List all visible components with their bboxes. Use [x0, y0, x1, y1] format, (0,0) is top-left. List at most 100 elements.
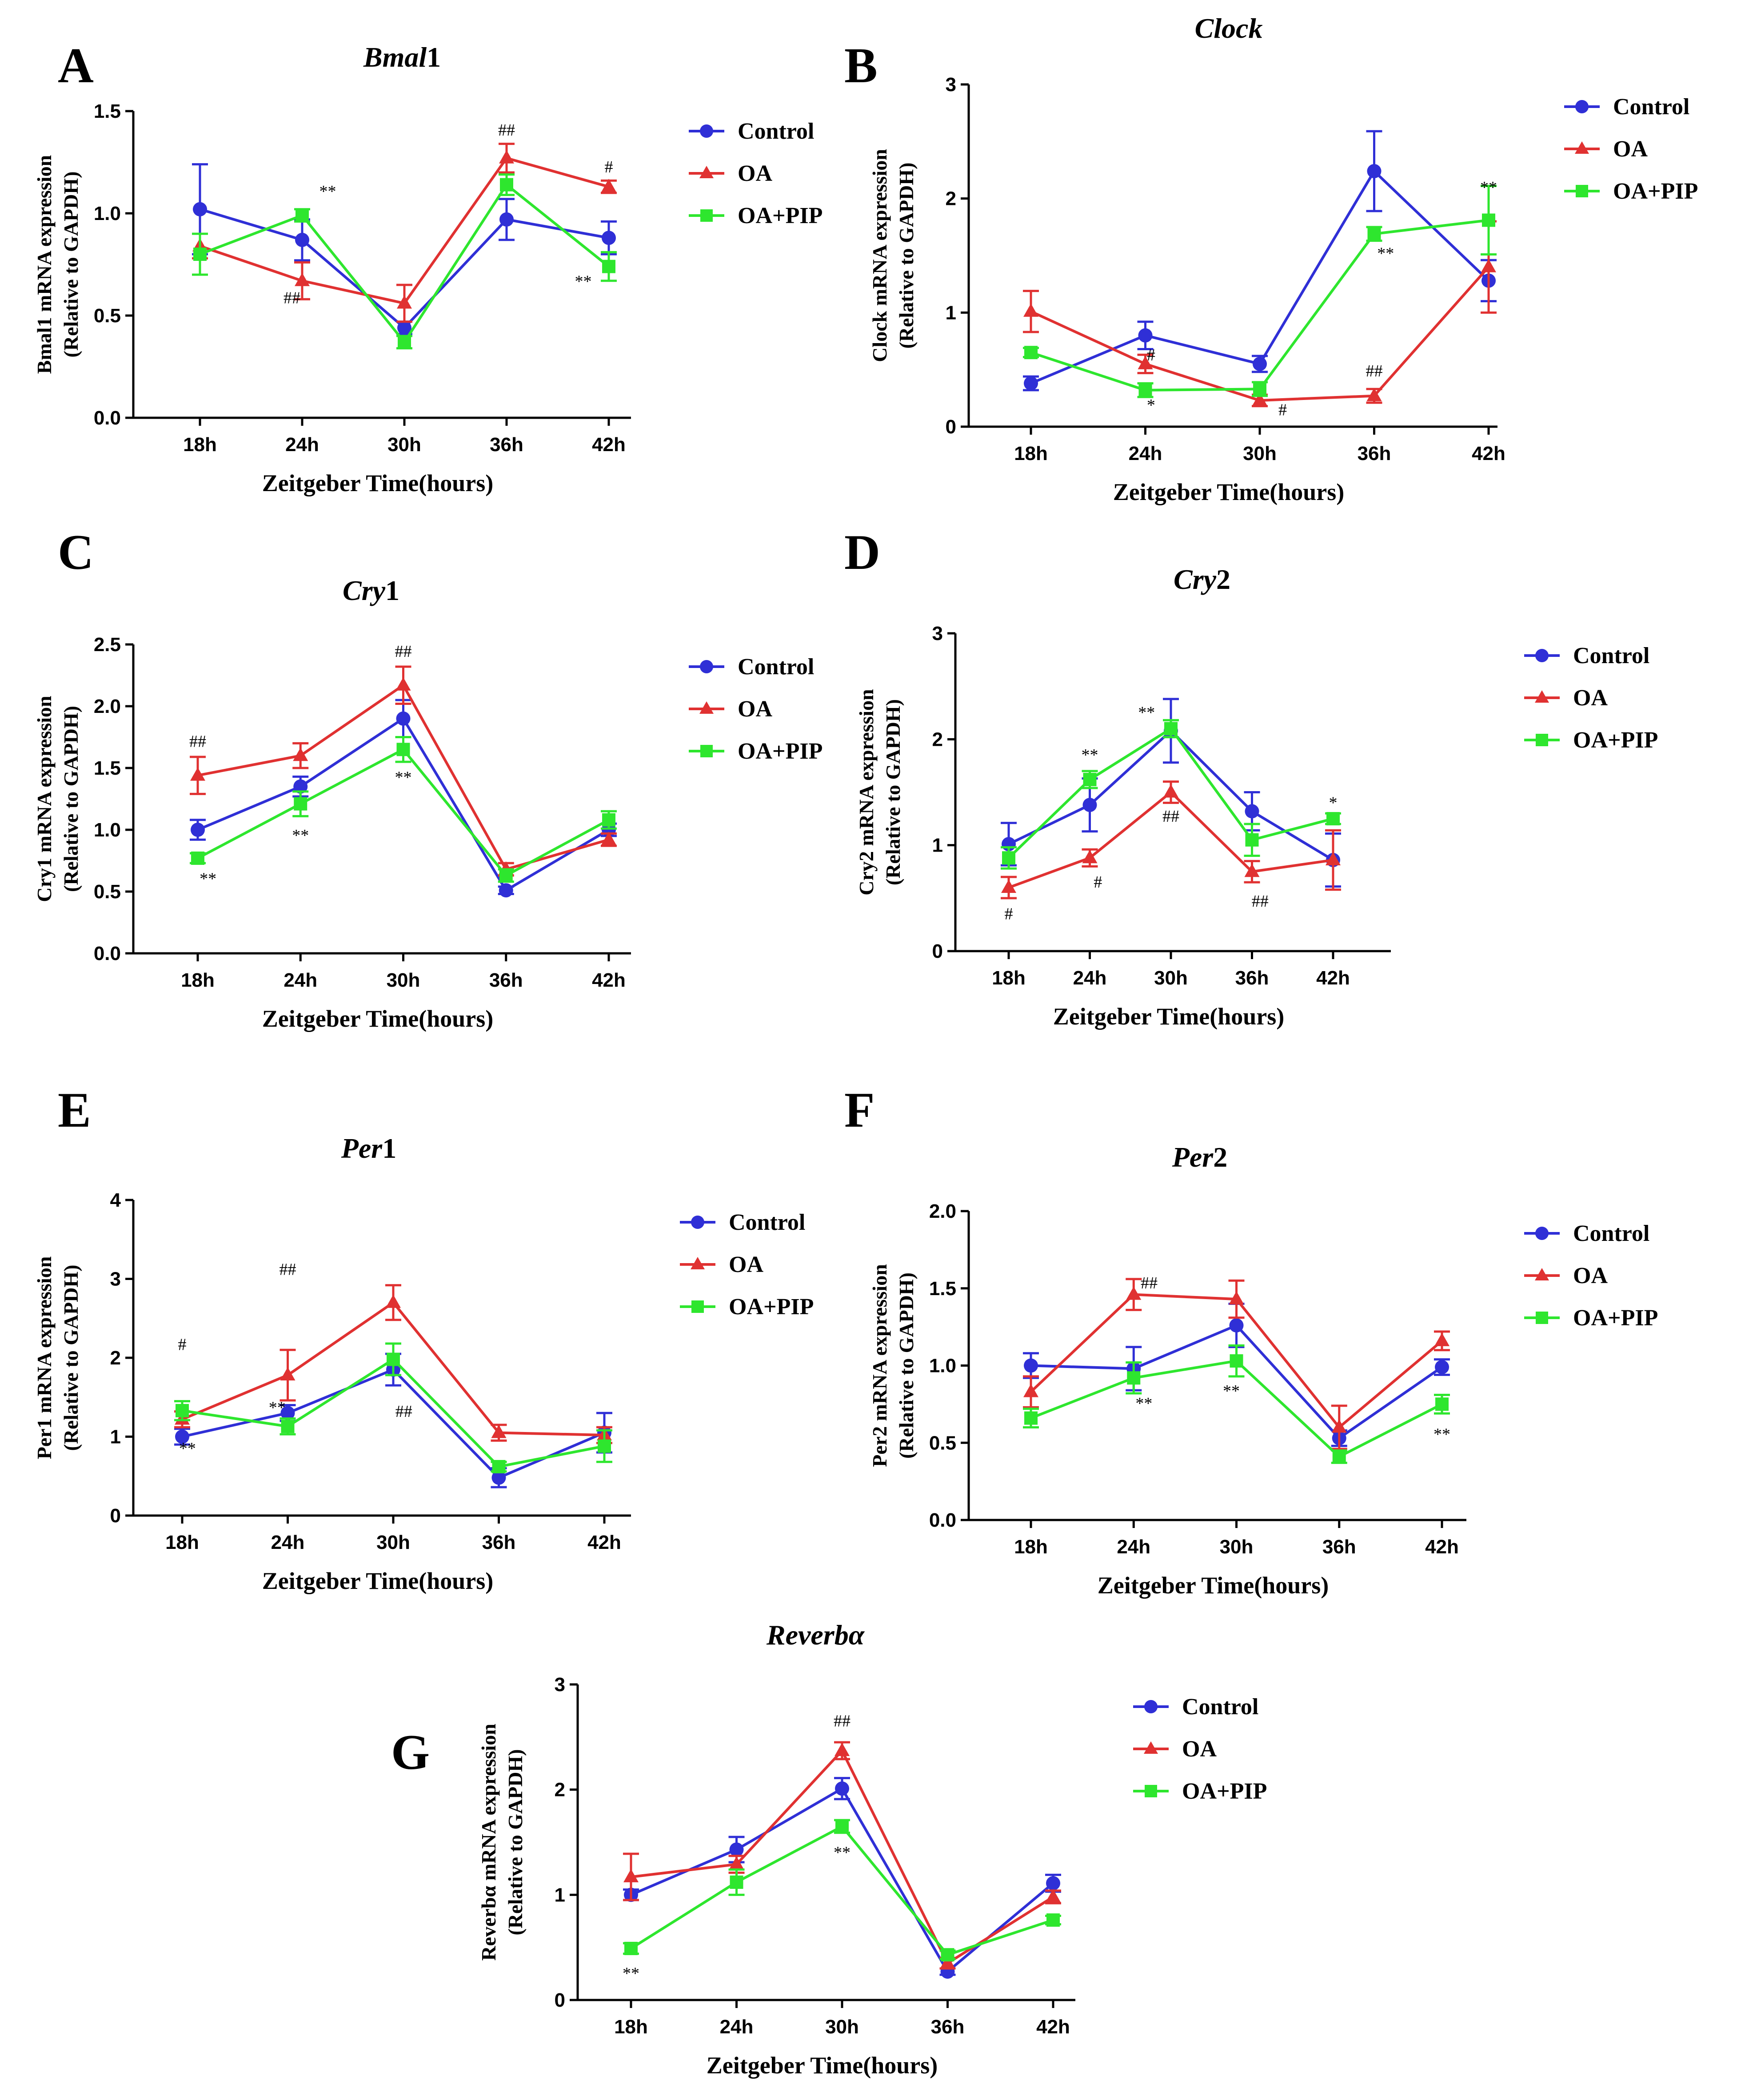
legend-marker-oa-pip	[1536, 1312, 1548, 1324]
point-oa-pip	[624, 1942, 638, 1956]
legend-label: OA	[1613, 136, 1648, 162]
point-oa	[397, 295, 412, 309]
point-oa-pip	[1332, 1450, 1346, 1464]
point-oa	[1163, 784, 1178, 798]
legend-label: OA+PIP	[1573, 1305, 1658, 1331]
point-oa-pip	[1138, 383, 1152, 397]
point-control	[1229, 1318, 1244, 1333]
x-tick-label: 18h	[614, 2016, 648, 2038]
x-tick-label: 30h	[387, 434, 421, 456]
point-oa-pip	[598, 1439, 611, 1453]
point-oa-pip	[295, 208, 309, 222]
significance-mark: ##	[280, 1260, 296, 1279]
y-tick-label: 1	[110, 1426, 121, 1448]
point-control	[397, 320, 411, 335]
legend-marker-control	[1575, 100, 1589, 113]
x-tick-label: 30h	[1154, 967, 1188, 989]
x-axis-label: Zeitgeber Time(hours)	[262, 470, 493, 496]
significance-mark: ##	[189, 732, 206, 751]
point-oa	[1252, 392, 1267, 406]
x-tick-label: 42h	[587, 1532, 621, 1553]
panel-C: C Cry1 0.0 0.5 1.0 1.5 2.0 2.5 18h 24h 30h 36h 42h Ze…	[33, 525, 823, 1032]
x-axis-label: Zeitgeber Time(hours)	[707, 2052, 938, 2079]
legend-marker-oa-pip	[1576, 185, 1588, 197]
point-control	[602, 231, 616, 245]
significance-mark: **	[269, 1398, 286, 1417]
legend-label: OA	[738, 696, 772, 722]
point-control	[293, 779, 308, 794]
point-oa	[386, 1294, 401, 1308]
legend-marker-oa	[1535, 690, 1549, 703]
legend-marker-oa	[699, 701, 714, 714]
y-tick-label: 1.5	[929, 1278, 956, 1300]
legend-label: Control	[738, 654, 814, 680]
significance-mark: #	[1147, 346, 1155, 364]
legend-label: OA+PIP	[1613, 179, 1698, 204]
panel-letter: D	[844, 525, 880, 580]
y-tick-label: 0.0	[929, 1509, 956, 1531]
y-tick-label: 2.0	[929, 1200, 956, 1222]
point-oa	[280, 1367, 295, 1381]
x-tick-label: 30h	[825, 2016, 859, 2038]
y-tick-label: 1	[932, 835, 943, 856]
point-oa-pip	[492, 1460, 506, 1473]
point-control	[835, 1781, 849, 1796]
point-oa	[293, 748, 308, 761]
panel-A: A Bmal1 0.0 0.5 1.0 1.5 18h 24h 30h 36h 42h Zeitgeb…	[33, 38, 823, 496]
legend-label: OA	[1573, 685, 1608, 711]
legend-marker-oa	[1575, 141, 1589, 154]
significance-mark: **	[200, 869, 216, 888]
y-tick-label: 0	[555, 1989, 565, 2011]
significance-mark: **	[179, 1440, 196, 1458]
x-tick-label: 30h	[1220, 1536, 1254, 1558]
legend-marker-control	[1144, 1700, 1158, 1713]
legend-label: Control	[738, 119, 814, 144]
point-oa-pip	[176, 1404, 189, 1417]
x-tick-label: 24h	[1117, 1536, 1150, 1558]
y-tick-label: 2.0	[94, 696, 121, 717]
point-oa	[835, 1743, 850, 1756]
x-tick-label: 18h	[181, 969, 215, 991]
point-control	[1082, 798, 1097, 812]
point-oa	[601, 832, 616, 845]
point-oa	[1023, 303, 1038, 317]
legend-label: Control	[1182, 1694, 1258, 1720]
y-tick-label: 1.5	[94, 757, 121, 779]
x-tick-label: 36h	[489, 969, 523, 991]
significance-mark: *	[1329, 793, 1338, 812]
x-tick-label: 36h	[490, 434, 523, 456]
y-tick-label: 1.0	[94, 819, 121, 841]
legend-label: OA	[738, 161, 772, 186]
legend-label: OA	[729, 1252, 763, 1277]
point-oa-pip	[396, 743, 410, 756]
x-tick-label: 18h	[1014, 1536, 1048, 1558]
point-oa-pip	[730, 1875, 743, 1889]
y-tick-label: 1.0	[94, 203, 121, 224]
point-oa	[1138, 356, 1153, 369]
point-oa-pip	[398, 335, 411, 349]
y-axis-label-2: (Relative to GAPDH)	[60, 1265, 82, 1451]
y-axis-label-2: (Relative to GAPDH)	[895, 1272, 918, 1459]
panel-B: B Clock 0 1 2 3 18h 24h 30h 36h 42h Zeitgeber Time(…	[844, 12, 1698, 505]
point-oa-pip	[941, 1948, 954, 1962]
significance-mark: ##	[1141, 1274, 1158, 1292]
legend-label: Control	[1573, 643, 1649, 668]
x-axis-label: Zeitgeber Time(hours)	[1098, 1572, 1329, 1599]
y-axis-label: Cry2 mRNA expression	[855, 689, 878, 895]
x-tick-label: 18h	[1014, 443, 1048, 464]
point-control	[499, 883, 513, 898]
y-tick-label: 0.5	[929, 1432, 956, 1454]
point-control	[280, 1406, 295, 1420]
chart-title: Reverbα	[766, 1619, 865, 1651]
legend-marker-oa	[1144, 1741, 1158, 1754]
legend-label: OA+PIP	[1573, 728, 1658, 753]
significance-mark: #	[178, 1335, 187, 1354]
chart-title: Cry2	[1174, 564, 1230, 595]
chart-title: Per1	[341, 1132, 396, 1164]
panel-F: F Per2 0.0 0.5 1.0 1.5 2.0 18h 24h 30h 36h 42h Zeitg…	[844, 1083, 1658, 1599]
significance-mark: **	[1223, 1382, 1240, 1400]
chart-title: Cry1	[343, 575, 399, 606]
significance-mark: *	[1147, 396, 1155, 415]
point-oa-pip	[1164, 722, 1178, 736]
point-oa	[1331, 1419, 1347, 1433]
